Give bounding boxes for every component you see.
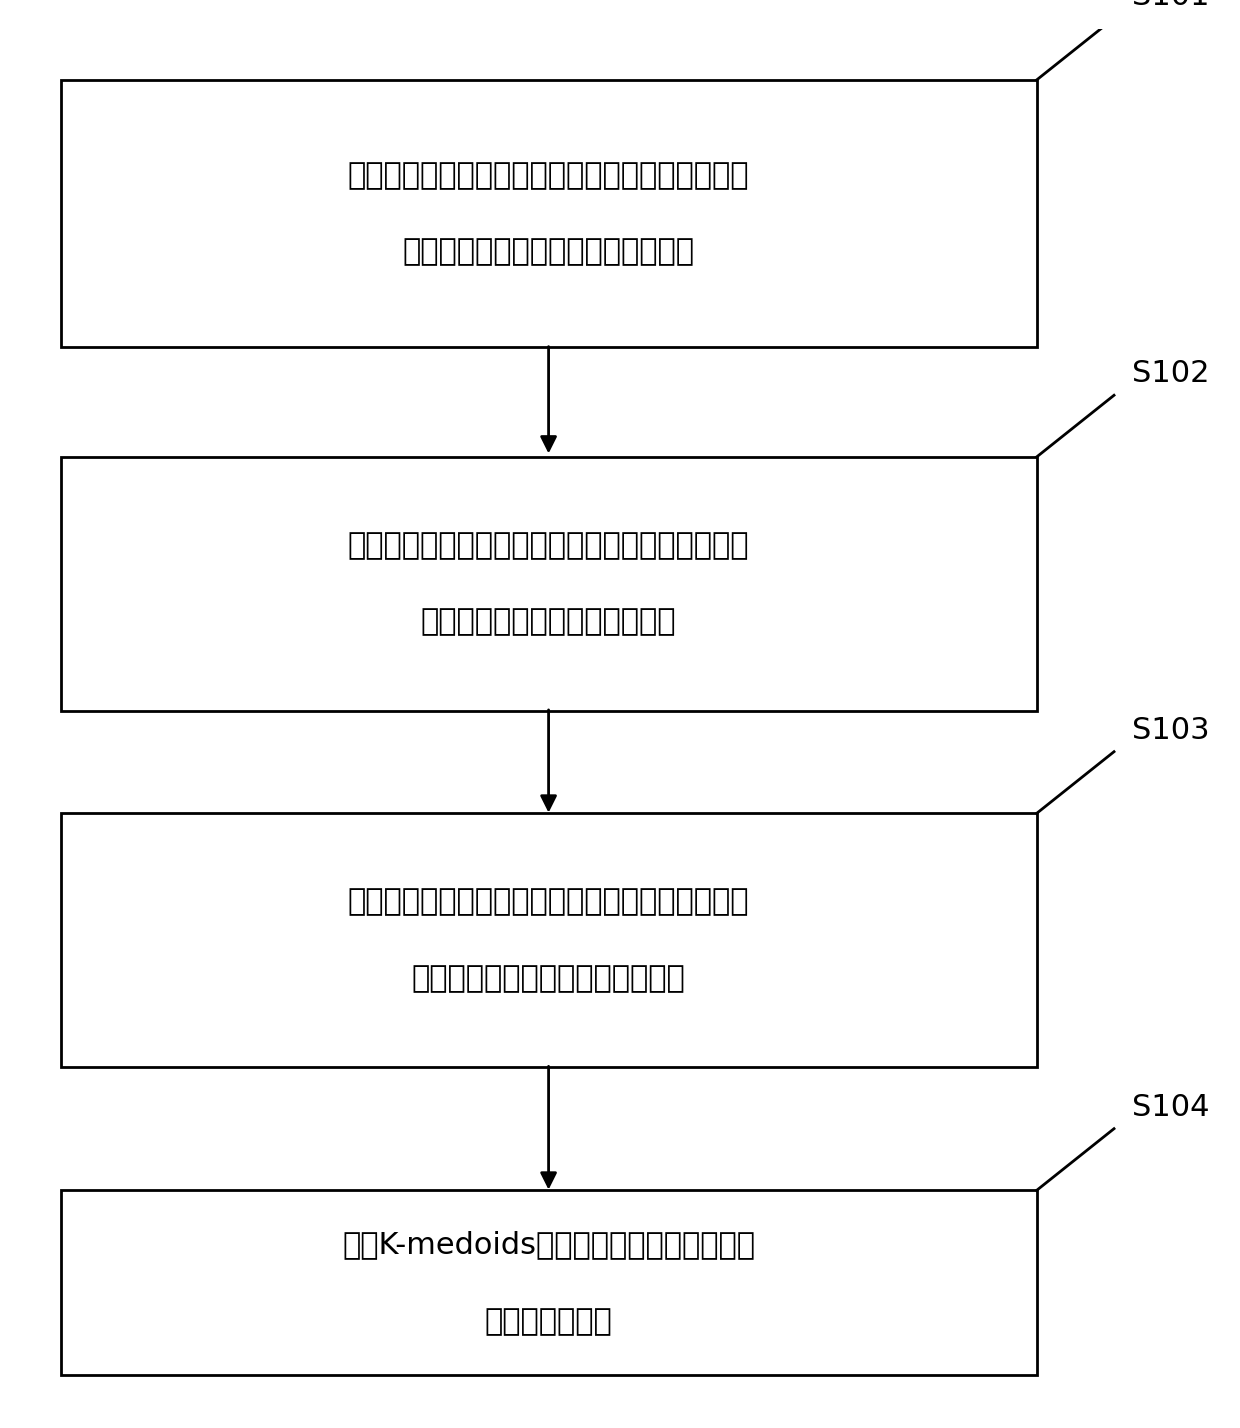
- Text: 矩阵进行矩阵重组得到重组矩阵: 矩阵进行矩阵重组得到重组矩阵: [420, 608, 676, 637]
- Text: 主用户是否存在: 主用户是否存在: [485, 1307, 613, 1335]
- Text: S101: S101: [1132, 0, 1209, 11]
- Bar: [61, 814, 1037, 1067]
- Text: 黎曼均值确定感知信号的特征向量: 黎曼均值确定感知信号的特征向量: [412, 964, 686, 992]
- Text: S103: S103: [1132, 715, 1209, 745]
- Text: 将感知信号矩阵分簇，并分别对各簇中的感知信号: 将感知信号矩阵分簇，并分别对各簇中的感知信号: [348, 531, 749, 560]
- Text: 接收各次用户获取的感知信号，并根据感知信号分: 接收各次用户获取的感知信号，并根据感知信号分: [348, 161, 749, 190]
- Text: 将重组矩阵转化为协方差矩阵并根据协方差矩阵与: 将重组矩阵转化为协方差矩阵并根据协方差矩阵与: [348, 887, 749, 917]
- Bar: [61, 80, 1037, 347]
- Text: S102: S102: [1132, 360, 1209, 388]
- Text: S104: S104: [1132, 1092, 1209, 1122]
- Text: 利用K-medoids聚类算法分析特征向量判断: 利用K-medoids聚类算法分析特征向量判断: [342, 1230, 755, 1259]
- Bar: [61, 457, 1037, 711]
- Text: 别得到各次用户对应的感知信号矩阵: 别得到各次用户对应的感知信号矩阵: [403, 237, 694, 267]
- Bar: [61, 1191, 1037, 1375]
